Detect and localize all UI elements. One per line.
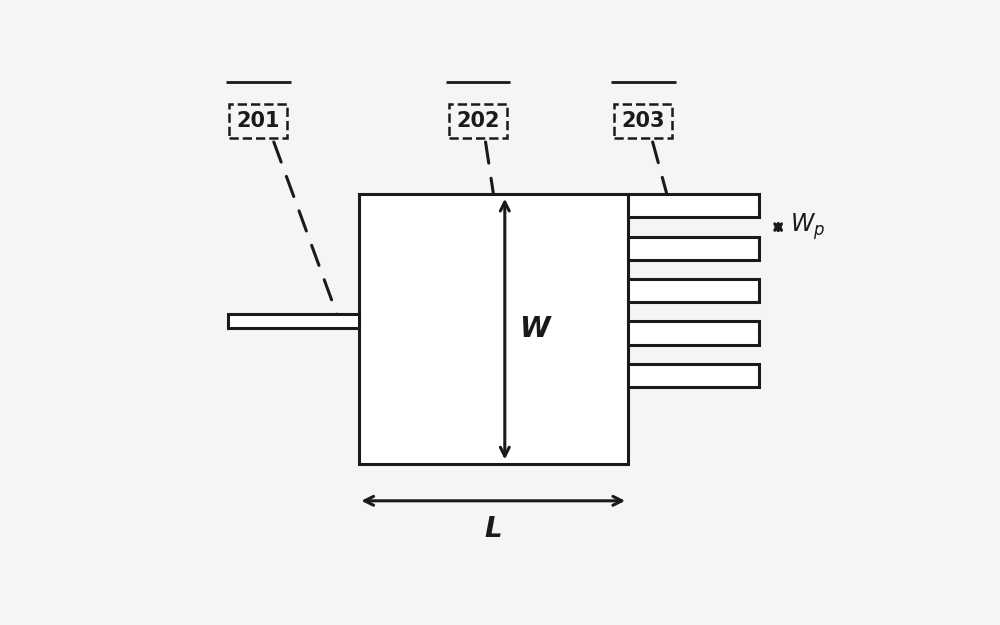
Text: $W_p$: $W_p$ [790, 212, 825, 243]
Bar [228, 314, 358, 328]
Bar [628, 237, 759, 260]
Text: 201: 201 [237, 111, 280, 131]
Text: 202: 202 [456, 111, 500, 131]
Bar [628, 279, 759, 302]
Text: L: L [484, 514, 502, 542]
Text: W: W [519, 315, 549, 343]
Bar [358, 194, 628, 464]
Bar [628, 194, 759, 218]
Bar [628, 321, 759, 344]
Bar [628, 364, 759, 387]
Text: 203: 203 [622, 111, 665, 131]
